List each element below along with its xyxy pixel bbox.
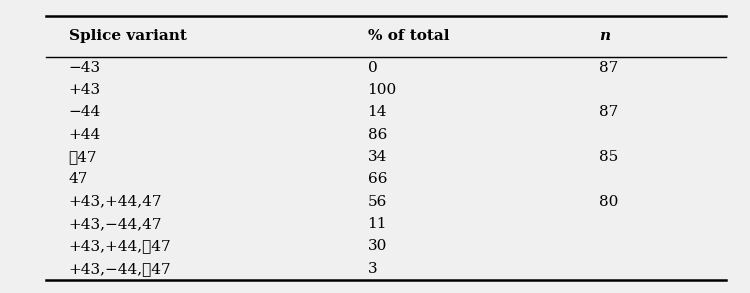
Text: 56: 56 [368, 195, 387, 209]
Text: n: n [599, 29, 610, 43]
Text: ͇47: ͇47 [69, 150, 98, 164]
Text: 14: 14 [368, 105, 387, 120]
Text: −43: −43 [69, 61, 100, 75]
Text: −44: −44 [69, 105, 101, 120]
Text: 11: 11 [368, 217, 387, 231]
Text: 80: 80 [599, 195, 619, 209]
Text: +43,−44,47: +43,−44,47 [69, 217, 162, 231]
Text: 86: 86 [368, 128, 387, 142]
Text: +43: +43 [69, 83, 100, 97]
Text: 47: 47 [69, 173, 88, 186]
Text: 85: 85 [599, 150, 619, 164]
Text: 87: 87 [599, 105, 619, 120]
Text: Splice variant: Splice variant [69, 29, 187, 43]
Text: 100: 100 [368, 83, 397, 97]
Text: +44: +44 [69, 128, 101, 142]
Text: 3: 3 [368, 262, 377, 276]
Text: +43,−44,͇47: +43,−44,͇47 [69, 262, 171, 276]
Text: +43,+44,47: +43,+44,47 [69, 195, 162, 209]
Text: 0: 0 [368, 61, 377, 75]
Text: +43,+44,͇47: +43,+44,͇47 [69, 239, 171, 253]
Text: 66: 66 [368, 173, 387, 186]
Text: % of total: % of total [368, 29, 449, 43]
Text: 87: 87 [599, 61, 619, 75]
Text: 34: 34 [368, 150, 387, 164]
Text: 30: 30 [368, 239, 387, 253]
